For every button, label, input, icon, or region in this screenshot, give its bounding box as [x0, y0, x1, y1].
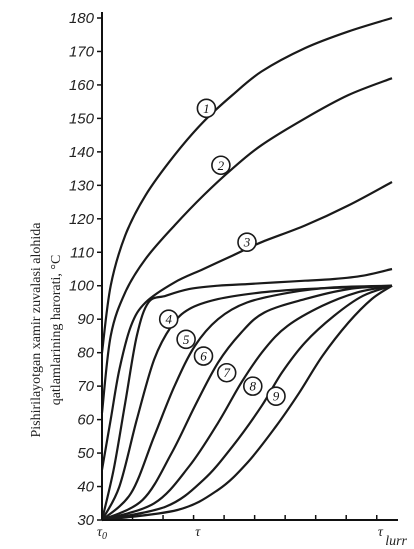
y-tick-label: 130	[69, 177, 95, 194]
y-tick-label: 140	[69, 144, 95, 161]
x-tick-label: τ	[195, 525, 201, 540]
series-marker-2	[211, 155, 231, 176]
series-marker-7	[216, 362, 237, 383]
y-tick-label: 90	[77, 311, 94, 328]
series-marker-8	[243, 376, 263, 396]
series-marker-1	[196, 98, 217, 119]
x-tick-label: τ0	[97, 525, 107, 542]
y-tick-label: 180	[69, 10, 95, 27]
series-marker-label-2: 2	[218, 158, 225, 173]
series-marker-label-9: 9	[273, 389, 280, 404]
series-line-6	[101, 284, 393, 522]
series-lines	[100, 16, 393, 522]
series-line-5	[101, 284, 393, 521]
series-markers: 1 2 3 456 7 8 9	[158, 98, 286, 406]
series-marker-label-5: 5	[183, 332, 190, 347]
series-marker-label-4: 4	[165, 312, 172, 327]
series-line-unlabeled	[100, 267, 393, 521]
y-axis-ticks: 30 40 50 60 70 80 90 100 110 120 130 140 150 160 170 18…	[69, 10, 102, 529]
series-marker-6	[193, 346, 214, 366]
series-marker-4	[158, 309, 179, 330]
series-marker-label-3: 3	[243, 235, 251, 250]
series-line-2	[100, 77, 393, 414]
series-marker-label-6: 6	[200, 349, 207, 364]
series-line-7	[101, 284, 393, 522]
series-line-3	[100, 181, 393, 470]
y-tick-label: 160	[69, 77, 95, 94]
y-tick-label: 40	[77, 479, 94, 496]
y-axis-label: Pishirilayotgan xamir zuvalasi alohida q…	[29, 222, 64, 438]
y-tick-label: 150	[69, 110, 95, 127]
x-tick-label: τ	[378, 525, 384, 540]
y-tick-label: 30	[77, 512, 94, 529]
series-marker-5	[176, 329, 196, 350]
y-tick-label: 60	[77, 412, 94, 429]
y-tick-label: 170	[69, 43, 95, 60]
series-marker-label-1: 1	[203, 101, 210, 116]
series-marker-label-7: 7	[223, 365, 230, 380]
y-tick-label: 70	[77, 378, 94, 395]
y-axis-label-line2: qatlamlarining harorati, °C	[49, 255, 64, 406]
series-line-1	[100, 16, 393, 353]
y-tick-label: 80	[77, 345, 94, 362]
y-tick-label: 110	[70, 244, 95, 261]
y-tick-label: 100	[69, 278, 95, 295]
series-marker-3	[237, 232, 257, 253]
y-tick-label: 120	[69, 211, 95, 228]
y-axis-label-line1: Pishirilayotgan xamir zuvalasi alohida	[29, 222, 44, 438]
y-tick-label: 50	[77, 445, 94, 462]
series-marker-label-8: 8	[250, 379, 257, 394]
series-line-9	[101, 284, 393, 522]
series-marker-9	[266, 386, 286, 406]
x-axis-end-label: lurr	[385, 534, 407, 549]
